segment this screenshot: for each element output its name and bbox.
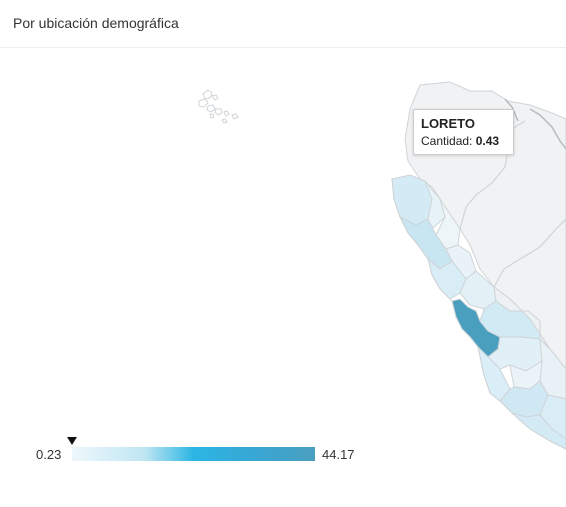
legend-color-scale: [72, 447, 315, 461]
legend-max-value: 44.17: [322, 447, 355, 462]
tooltip-metric-label: Cantidad:: [421, 134, 473, 148]
region-ucayali[interactable]: [493, 285, 551, 350]
tooltip-region-name: LORETO: [421, 116, 475, 131]
legend-min-value: 0.23: [36, 447, 62, 462]
panel-header: Por ubicación demográfica: [0, 0, 566, 48]
region-dark-border: [504, 98, 566, 150]
panel-title: Por ubicación demográfica: [13, 15, 179, 31]
galapagos-islands: [198, 89, 239, 124]
legend-marker-icon: [67, 437, 77, 445]
tooltip-metric-value: 0.43: [475, 134, 500, 148]
peru-coastline: [391, 178, 566, 450]
tooltip-metric-row: Cantidad: 0.43: [421, 133, 513, 149]
region-tooltip: LORETO Cantidad: 0.43: [413, 109, 514, 155]
